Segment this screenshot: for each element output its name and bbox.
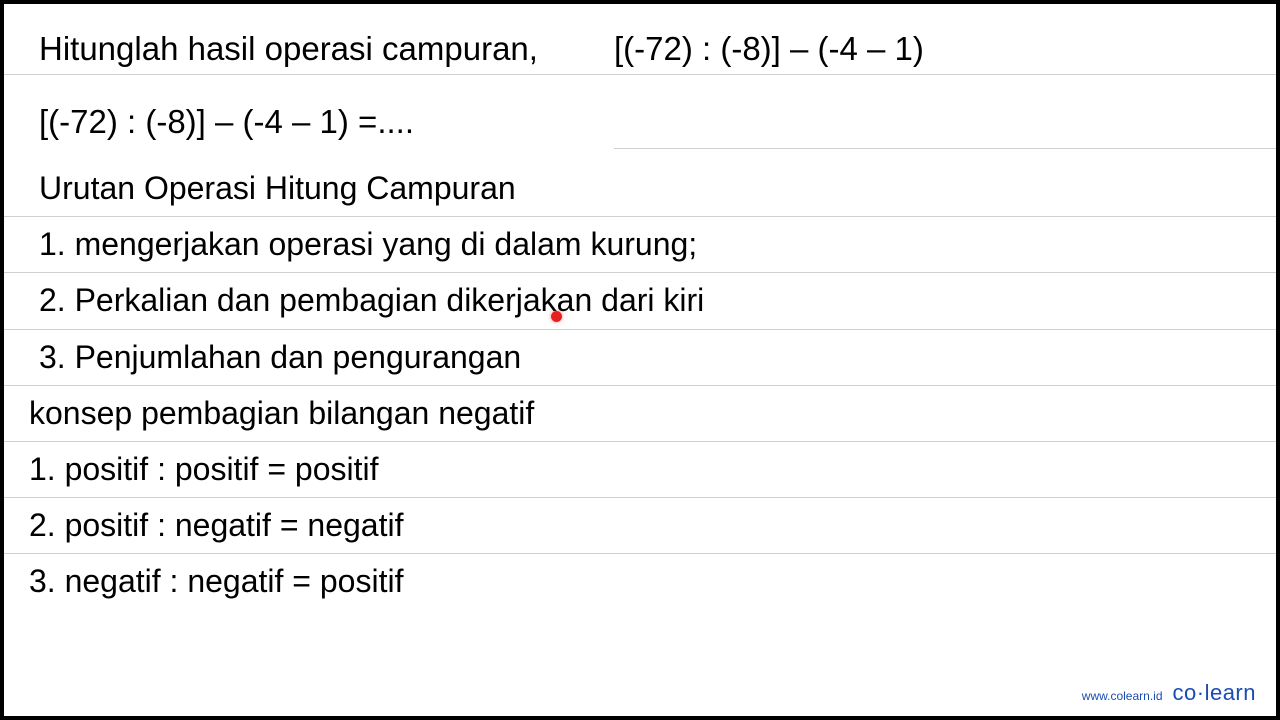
section2-item-2: 2. positif : negatif = negatif xyxy=(4,498,1276,554)
laser-pointer-icon xyxy=(551,311,562,322)
brand-logo: co·learn xyxy=(1173,680,1257,706)
row-expression-blank: [(-72) : (-8)] – (-4 – 1) =.... xyxy=(4,75,1276,149)
document-content: Hitunglah hasil operasi campuran, [(-72)… xyxy=(4,4,1276,610)
instruction-text: Hitunglah hasil operasi campuran, xyxy=(4,24,614,75)
right-blank-rule xyxy=(614,75,1276,149)
section2-item-3: 3. negatif : negatif = positif xyxy=(4,554,1276,609)
expression-right: [(-72) : (-8)] – (-4 – 1) xyxy=(614,24,1276,75)
logo-suffix: learn xyxy=(1205,680,1256,705)
logo-prefix: co xyxy=(1173,680,1197,705)
section2-item-1: 1. positif : positif = positif xyxy=(4,442,1276,498)
expression-blank: [(-72) : (-8)] – (-4 – 1) =.... xyxy=(4,75,614,149)
section1-item-1: 1. mengerjakan operasi yang di dalam kur… xyxy=(4,217,1276,273)
section1-item-3: 3. Penjumlahan dan pengurangan xyxy=(4,330,1276,386)
section1-item-2: 2. Perkalian dan pembagian dikerjakan da… xyxy=(4,273,1276,329)
footer: www.colearn.id co·learn xyxy=(1082,680,1256,706)
section1-heading: Urutan Operasi Hitung Campuran xyxy=(4,149,1276,217)
footer-url: www.colearn.id xyxy=(1082,689,1163,703)
row-instruction: Hitunglah hasil operasi campuran, [(-72)… xyxy=(4,24,1276,75)
logo-dot-icon: · xyxy=(1197,680,1205,705)
section2-heading: konsep pembagian bilangan negatif xyxy=(4,386,1276,442)
